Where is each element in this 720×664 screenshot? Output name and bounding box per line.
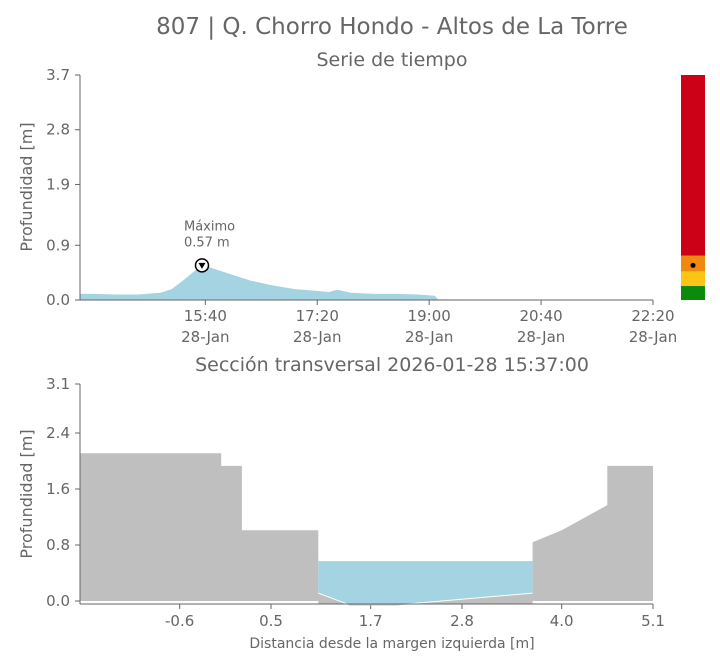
maximum-marker-arrow <box>198 262 206 269</box>
x-tick-time-label: 19:00 <box>408 307 451 325</box>
time-series-panel: Serie de tiempo Profundidad [m] 0.0 0.9 1.… <box>17 49 705 346</box>
x-tick-time-label: 20:40 <box>519 307 562 325</box>
figure-title: 807 | Q. Chorro Hondo - Altos de La Torr… <box>156 14 628 40</box>
cross-section-x-ticks: -0.6 0.5 1.7 2.8 4.0 5.1 <box>165 604 665 630</box>
x-tick-time-label: 15:40 <box>184 307 227 325</box>
current-level-marker <box>690 262 696 268</box>
water-section-area <box>318 530 533 605</box>
x-tick-date-label: 28-Jan <box>629 328 677 346</box>
cross-section-title: Sección transversal 2026-01-28 15:37:00 <box>195 354 589 376</box>
maximum-value: 0.57 m <box>184 235 230 250</box>
cross-section-ylabel: Profundidad [m] <box>17 429 36 558</box>
terrain-profile-area <box>80 453 653 606</box>
alert-level-segment <box>681 271 705 287</box>
y-tick-label: 3.1 <box>46 375 70 393</box>
y-tick-label: 0.9 <box>46 236 70 254</box>
x-tick-label: -0.6 <box>165 612 194 630</box>
y-tick-label: 3.7 <box>46 66 70 84</box>
time-series-x-ticks: 15:40 28-Jan 17:20 28-Jan 19:00 28-Jan 20:40 28… <box>181 300 677 346</box>
maximum-annotation: Máximo 0.57 m <box>184 219 235 273</box>
x-tick-date-label: 28-Jan <box>181 328 229 346</box>
alert-level-bar <box>681 75 705 300</box>
time-series-ylabel: Profundidad [m] <box>17 122 36 251</box>
y-tick-label: 0.0 <box>46 291 70 309</box>
x-tick-label: 5.1 <box>641 612 665 630</box>
x-tick-label: 4.0 <box>550 612 574 630</box>
x-tick-date-label: 28-Jan <box>293 328 341 346</box>
time-series-y-ticks: 0.0 0.9 1.9 2.8 3.7 <box>46 66 80 309</box>
y-tick-label: 1.6 <box>46 480 70 498</box>
alert-level-segment <box>681 286 705 300</box>
depth-series-area <box>80 265 653 300</box>
x-tick-label: 1.7 <box>359 612 383 630</box>
alert-level-segment <box>681 75 705 256</box>
x-tick-time-label: 17:20 <box>296 307 339 325</box>
y-tick-label: 1.9 <box>46 175 70 193</box>
maximum-label: Máximo <box>184 219 235 234</box>
y-tick-label: 2.8 <box>46 121 70 139</box>
x-tick-date-label: 28-Jan <box>517 328 565 346</box>
x-tick-date-label: 28-Jan <box>405 328 453 346</box>
x-tick-label: 2.8 <box>450 612 474 630</box>
x-tick-label: 0.5 <box>259 612 283 630</box>
time-series-title: Serie de tiempo <box>317 49 468 71</box>
cross-section-panel: Sección transversal 2026-01-28 15:37:00 … <box>17 354 665 652</box>
x-tick-time-label: 22:20 <box>631 307 674 325</box>
cross-section-y-ticks: 0.0 0.8 1.6 2.4 3.1 <box>46 375 80 610</box>
y-tick-label: 0.8 <box>46 536 70 554</box>
cross-section-xlabel: Distancia desde la margen izquierda [m] <box>249 636 534 652</box>
y-tick-label: 0.0 <box>46 592 70 610</box>
y-tick-label: 2.4 <box>46 424 70 442</box>
